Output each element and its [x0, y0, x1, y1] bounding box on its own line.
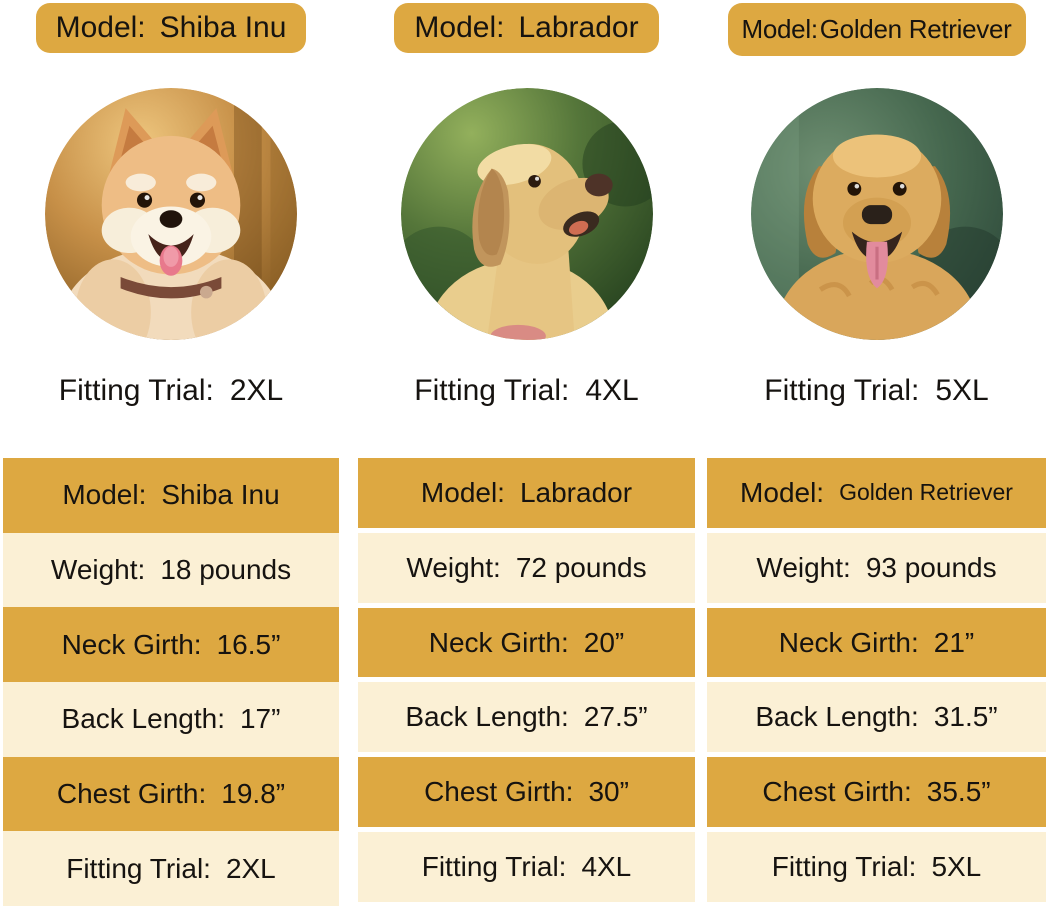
- row-label: Model:: [740, 476, 825, 508]
- row-value: 31.5”: [933, 701, 998, 733]
- fitting-trial-label: Fitting Trial:: [764, 374, 920, 407]
- column-labrador: Model: Labrador: [358, 0, 695, 906]
- table-row-model: Model: Golden Retriever: [707, 458, 1046, 528]
- row-value: Labrador: [519, 476, 633, 508]
- row-value: 2XL: [225, 852, 276, 884]
- model-badge: Model: Shiba Inu: [35, 3, 307, 53]
- row-value: 35.5”: [926, 776, 991, 808]
- row-label: Back Length:: [405, 701, 569, 733]
- model-badge-label: Model:: [414, 11, 505, 44]
- fitting-trial-line: Fitting Trial: 2XL: [3, 374, 339, 408]
- model-badge: Model:Golden Retriever: [727, 3, 1026, 56]
- golden-retriever-illustration: [750, 88, 1003, 340]
- model-badge-value: Shiba Inu: [159, 11, 287, 44]
- row-value: 4XL: [581, 851, 632, 883]
- table-row-chest-girth: Chest Girth: 19.8”: [3, 756, 339, 832]
- column-golden-retriever: Model:Golden Retriever: [707, 0, 1046, 906]
- fitting-trial-label: Fitting Trial:: [414, 374, 570, 407]
- table-row-neck-girth: Neck Girth: 16.5”: [3, 607, 339, 683]
- table-row-chest-girth: Chest Girth: 30”: [358, 757, 695, 828]
- row-label: Weight:: [406, 551, 501, 583]
- row-value: 93 pounds: [865, 551, 997, 583]
- table-row-fitting-trial: Fitting Trial: 4XL: [358, 832, 695, 902]
- row-label: Chest Girth:: [424, 776, 574, 808]
- row-value: 27.5”: [583, 701, 648, 733]
- row-value: 72 pounds: [515, 551, 647, 583]
- fitting-trial-value: 4XL: [585, 374, 639, 407]
- column-shiba-inu: Model: Shiba Inu: [3, 0, 339, 906]
- shiba-inu-photo: [45, 88, 297, 340]
- labrador-illustration: [400, 88, 653, 340]
- row-label: Neck Girth:: [428, 626, 569, 658]
- row-value: 17”: [239, 703, 281, 735]
- model-badge-value: Labrador: [518, 11, 639, 44]
- table-row-chest-girth: Chest Girth: 35.5”: [707, 757, 1046, 828]
- row-value: 30”: [588, 776, 629, 808]
- fitting-trial-line: Fitting Trial: 4XL: [358, 374, 695, 408]
- row-label: Model:: [420, 476, 505, 508]
- row-label: Weight:: [756, 551, 851, 583]
- row-label: Weight:: [50, 554, 146, 585]
- row-value: 21”: [933, 626, 975, 658]
- model-badge-value: Golden Retriever: [819, 14, 1012, 44]
- row-label: Neck Girth:: [778, 626, 919, 658]
- table-row-back-length: Back Length: 27.5”: [358, 682, 695, 753]
- row-label: Neck Girth:: [61, 628, 202, 660]
- table-row-weight: Weight: 72 pounds: [358, 532, 695, 603]
- model-badge-label: Model:: [55, 11, 146, 44]
- size-table: Model: Labrador Weight: 72 pounds Neck Gir…: [358, 458, 695, 902]
- table-row-neck-girth: Neck Girth: 21”: [707, 607, 1046, 678]
- shiba-inu-illustration: [45, 88, 297, 340]
- golden-retriever-photo: [750, 88, 1003, 340]
- table-row-back-length: Back Length: 17”: [3, 682, 339, 757]
- size-table: Model: Golden Retriever Weight: 93 pounds …: [707, 458, 1046, 902]
- row-value: Shiba Inu: [161, 479, 280, 511]
- labrador-photo: [400, 88, 653, 340]
- table-row-back-length: Back Length: 31.5”: [707, 682, 1046, 753]
- row-value: Golden Retriever: [839, 479, 1013, 506]
- model-badge: Model: Labrador: [394, 3, 659, 53]
- row-label: Back Length:: [61, 703, 225, 735]
- table-row-weight: Weight: 93 pounds: [707, 532, 1046, 603]
- model-badge-wrap: Model: Shiba Inu: [3, 3, 339, 53]
- fitting-trial-label: Fitting Trial:: [58, 374, 214, 407]
- row-value: 19.8”: [221, 778, 286, 810]
- row-label: Back Length:: [755, 701, 919, 733]
- row-label: Fitting Trial:: [66, 852, 211, 884]
- row-label: Fitting Trial:: [421, 851, 567, 883]
- row-value: 18 pounds: [160, 554, 292, 585]
- model-badge-label: Model:: [741, 14, 819, 44]
- row-value: 20”: [583, 626, 625, 658]
- table-row-weight: Weight: 18 pounds: [3, 532, 339, 608]
- row-label: Model:: [62, 479, 147, 511]
- row-value: 16.5”: [216, 628, 281, 660]
- fitting-trial-line: Fitting Trial: 5XL: [707, 374, 1046, 408]
- model-badge-wrap: Model:Golden Retriever: [707, 3, 1046, 56]
- row-label: Chest Girth:: [56, 778, 207, 810]
- fitting-trial-value: 5XL: [935, 374, 989, 407]
- table-row-fitting-trial: Fitting Trial: 2XL: [3, 831, 339, 906]
- table-row-fitting-trial: Fitting Trial: 5XL: [707, 832, 1046, 902]
- fitting-trial-value: 2XL: [229, 374, 284, 407]
- model-badge-wrap: Model: Labrador: [358, 3, 695, 53]
- row-value: 5XL: [931, 851, 982, 883]
- table-row-neck-girth: Neck Girth: 20”: [358, 607, 695, 678]
- row-label: Fitting Trial:: [771, 851, 917, 883]
- size-table: Model: Shiba Inu Weight: 18 pounds Neck Gi…: [3, 458, 339, 906]
- table-row-model: Model: Labrador: [358, 458, 695, 528]
- table-row-model: Model: Shiba Inu: [3, 458, 339, 533]
- row-label: Chest Girth:: [762, 776, 912, 808]
